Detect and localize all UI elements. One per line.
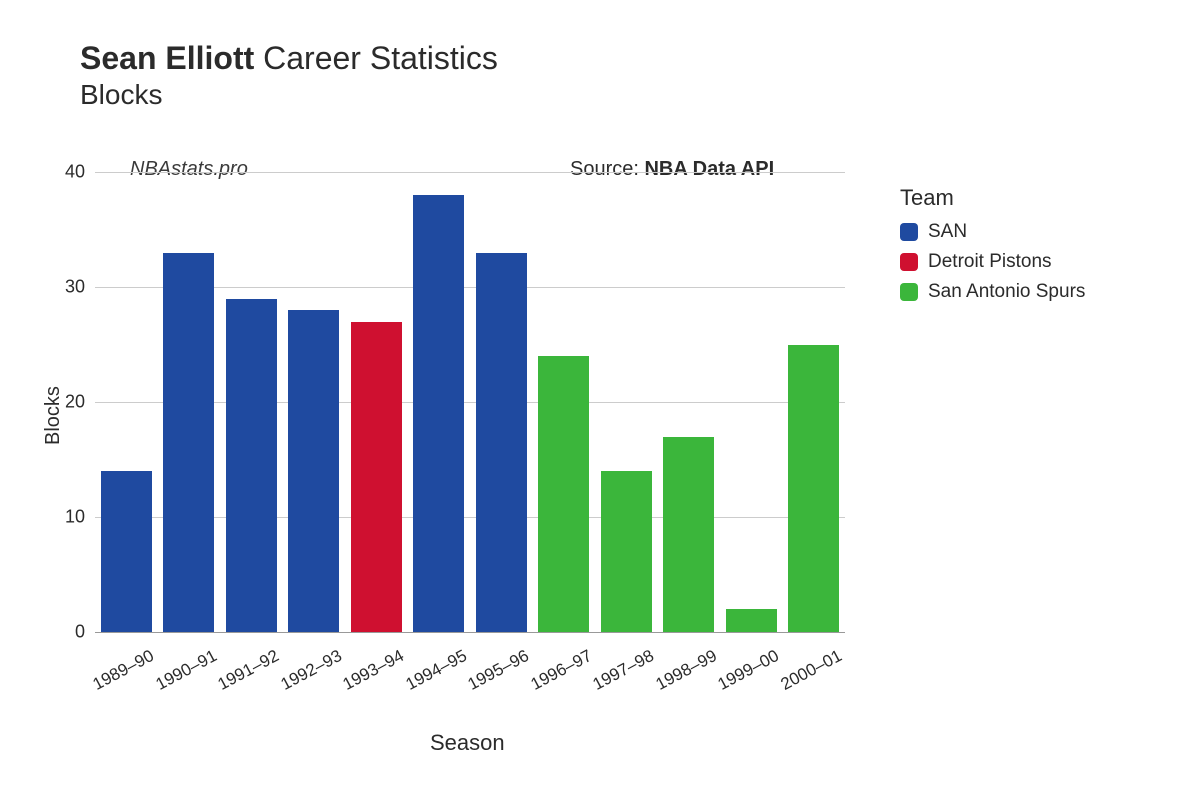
legend-item: Detroit Pistons	[900, 251, 1085, 273]
x-axis-label: Season	[430, 730, 505, 756]
bar	[351, 322, 402, 633]
legend-label: San Antonio Spurs	[928, 281, 1085, 303]
legend-item: San Antonio Spurs	[900, 281, 1085, 303]
y-axis-label: Blocks	[42, 386, 65, 445]
legend-swatch	[900, 253, 918, 271]
y-tick-label: 10	[65, 507, 95, 528]
y-tick-label: 20	[65, 392, 95, 413]
x-axis-line	[95, 632, 845, 633]
legend-label: Detroit Pistons	[928, 251, 1052, 273]
legend-label: SAN	[928, 221, 967, 243]
chart-title: Sean Elliott Career Statistics	[80, 40, 498, 77]
bar	[163, 253, 214, 633]
bar	[476, 253, 527, 633]
bars-group	[95, 172, 845, 632]
legend: Team SAN Detroit Pistons San Antonio Spurs	[900, 185, 1085, 311]
bar	[538, 356, 589, 632]
bar	[288, 310, 339, 632]
bar	[226, 299, 277, 633]
bar	[663, 437, 714, 633]
y-tick-label: 0	[75, 622, 95, 643]
legend-swatch	[900, 223, 918, 241]
plot-area: 010203040	[95, 172, 845, 632]
legend-swatch	[900, 283, 918, 301]
chart-container: Sean Elliott Career Statistics Blocks NB…	[0, 0, 1200, 800]
legend-item: SAN	[900, 221, 1085, 243]
bar	[413, 195, 464, 632]
legend-title: Team	[900, 185, 1085, 211]
bar	[601, 471, 652, 632]
bar	[726, 609, 777, 632]
bar	[101, 471, 152, 632]
title-suffix: Career Statistics	[263, 40, 498, 76]
title-player-name: Sean Elliott	[80, 40, 254, 76]
bar	[788, 345, 839, 633]
y-tick-label: 30	[65, 277, 95, 298]
chart-subtitle: Blocks	[80, 79, 498, 111]
chart-title-block: Sean Elliott Career Statistics Blocks	[80, 40, 498, 111]
y-tick-label: 40	[65, 162, 95, 183]
